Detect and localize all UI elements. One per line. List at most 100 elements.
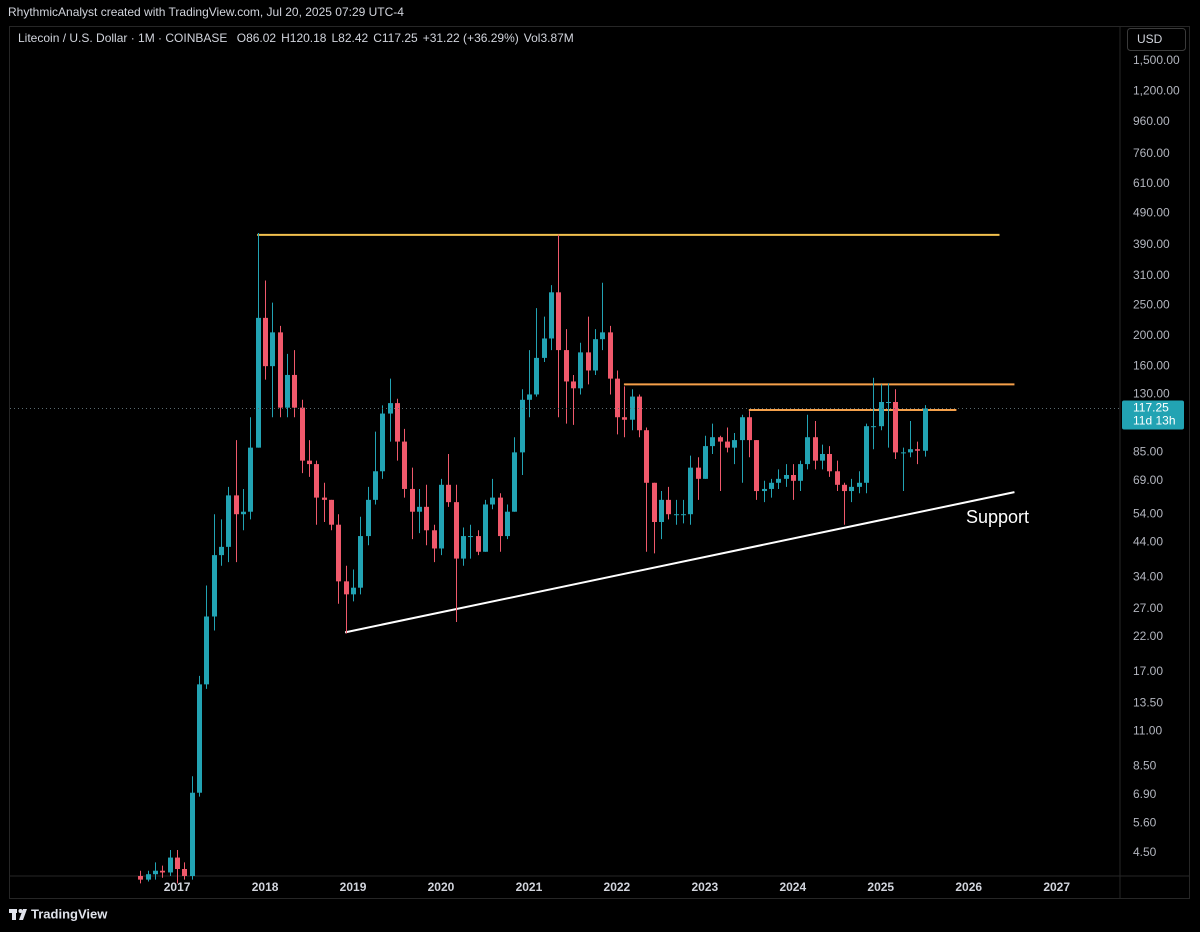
candle-body (241, 511, 246, 515)
candle-body (197, 684, 202, 793)
candle-body (402, 441, 407, 489)
legend-value: 82.42 (338, 31, 368, 45)
header-text: RhythmicAnalyst created with TradingView… (8, 5, 404, 19)
chart-frame (9, 26, 1190, 899)
x-tick-label: 2018 (252, 880, 279, 894)
legend-value: 120.18 (290, 31, 327, 45)
candle-body (769, 482, 774, 489)
candle-body (893, 401, 898, 453)
candle-body (483, 504, 488, 552)
y-tick-label: 960.00 (1133, 114, 1170, 128)
candle-body (439, 484, 444, 549)
candle-body (520, 399, 525, 453)
candle-body (908, 449, 913, 453)
y-tick-label: 85.00 (1133, 445, 1163, 459)
candle-body (842, 484, 847, 492)
candle-body (732, 440, 737, 448)
candle-body (182, 869, 187, 876)
candle-body (747, 417, 752, 441)
candle-body (373, 471, 378, 500)
y-tick-label: 200.00 (1133, 328, 1170, 342)
candle-body (710, 437, 715, 447)
candle-body (835, 471, 840, 485)
candle-body (336, 524, 341, 582)
currency-button[interactable] (1127, 28, 1186, 51)
candle-body (586, 352, 591, 371)
candle-body (278, 332, 283, 408)
candle-body (901, 452, 906, 454)
candle-body (725, 441, 730, 448)
legend-value: +31.22 (+36.29%) (423, 31, 519, 45)
symbol-name: Litecoin / U.S. Dollar · 1M · COINBASE (18, 31, 227, 45)
candle-body (234, 495, 239, 515)
candle-body (410, 488, 415, 512)
candle-body (857, 482, 862, 487)
last-price-label: 117.25 (1133, 401, 1169, 415)
candle-body (505, 511, 510, 537)
candle-body (329, 499, 334, 525)
candle-body (138, 876, 143, 880)
candle-body (915, 449, 920, 451)
y-tick-label: 17.00 (1133, 664, 1163, 678)
candle-body (263, 317, 268, 367)
x-tick-label: 2020 (428, 880, 455, 894)
candle-body (681, 514, 686, 516)
candle-body (461, 536, 466, 559)
y-tick-label: 13.50 (1133, 695, 1163, 709)
candle-body (849, 486, 854, 492)
candle-body (322, 497, 327, 500)
y-tick-label: 760.00 (1133, 146, 1170, 160)
candle-body (527, 394, 532, 400)
candle-body (864, 426, 869, 483)
candle-body (300, 407, 305, 461)
candle-body (160, 870, 165, 873)
candle-body (226, 495, 231, 547)
currency-label: USD (1137, 32, 1163, 46)
candle-body (153, 870, 158, 875)
candle-body (784, 474, 789, 479)
last-price-box (1122, 400, 1184, 430)
y-tick-label: 44.00 (1133, 534, 1163, 548)
x-tick-label: 2024 (779, 880, 806, 894)
y-tick-label: 610.00 (1133, 176, 1170, 190)
candle-body (256, 317, 261, 448)
legend-key: C (373, 31, 382, 45)
y-tick-label: 490.00 (1133, 206, 1170, 220)
x-tick-label: 2027 (1043, 880, 1070, 894)
y-tick-label: 6.90 (1133, 787, 1157, 801)
legend-key: Vol (524, 31, 541, 45)
candle-body (659, 499, 664, 523)
candle-body (600, 332, 605, 340)
footer-brand: TradingView (31, 906, 108, 921)
x-tick-label: 2025 (867, 880, 894, 894)
candle-body (285, 374, 290, 408)
candle-body (307, 460, 312, 465)
y-tick-label: 22.00 (1133, 629, 1163, 643)
candle-body (468, 536, 473, 538)
candle-body (696, 467, 701, 479)
candle-body (219, 546, 224, 556)
y-tick-label: 250.00 (1133, 297, 1170, 311)
candle-body (204, 616, 209, 685)
candle-body (248, 447, 253, 512)
candle-body (446, 484, 451, 503)
candle-body (454, 502, 459, 559)
candle-body (344, 581, 349, 595)
y-tick-label: 130.00 (1133, 387, 1170, 401)
candle-body (615, 378, 620, 418)
x-tick-label: 2022 (604, 880, 631, 894)
candle-body (380, 413, 385, 472)
y-tick-label: 27.00 (1133, 601, 1163, 615)
candle-body (168, 857, 173, 873)
candle-body (314, 464, 319, 498)
candle-body (820, 453, 825, 461)
candle-body (498, 497, 503, 537)
candle-body (358, 536, 363, 588)
candle-body (270, 332, 275, 367)
legend-key: L (331, 31, 338, 45)
legend-value: 117.25 (382, 31, 418, 45)
candle-body (666, 499, 671, 515)
candle-body (674, 514, 679, 516)
x-tick-label: 2026 (955, 880, 982, 894)
